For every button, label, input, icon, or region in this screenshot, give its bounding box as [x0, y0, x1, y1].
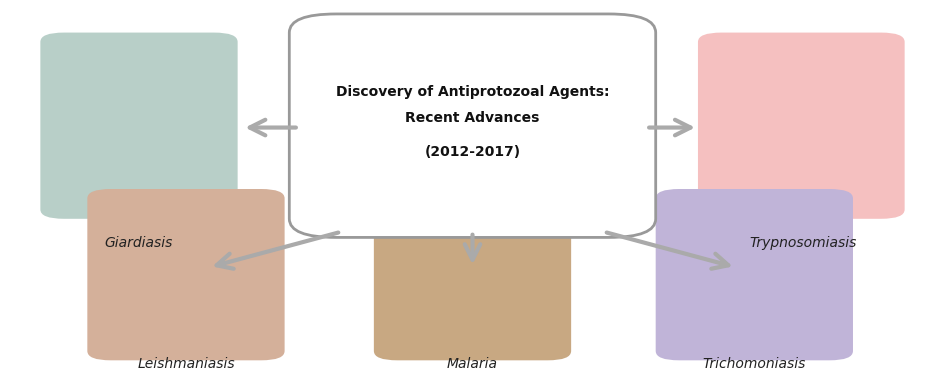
FancyBboxPatch shape [655, 189, 852, 360]
Text: Discovery of Antiprotozoal Agents:: Discovery of Antiprotozoal Agents: [335, 85, 609, 99]
Text: Trichomoniasis: Trichomoniasis [702, 357, 805, 371]
FancyBboxPatch shape [41, 33, 237, 219]
Text: Recent Advances: Recent Advances [405, 111, 539, 125]
FancyBboxPatch shape [87, 189, 284, 360]
Text: Trypnosomiasis: Trypnosomiasis [749, 236, 856, 250]
Text: Giardiasis: Giardiasis [105, 236, 173, 250]
Text: (2012-2017): (2012-2017) [424, 145, 520, 159]
Text: Leishmaniasis: Leishmaniasis [137, 357, 234, 371]
Text: Malaria: Malaria [447, 357, 497, 371]
FancyBboxPatch shape [374, 189, 570, 360]
FancyBboxPatch shape [289, 14, 655, 237]
FancyBboxPatch shape [698, 33, 903, 219]
